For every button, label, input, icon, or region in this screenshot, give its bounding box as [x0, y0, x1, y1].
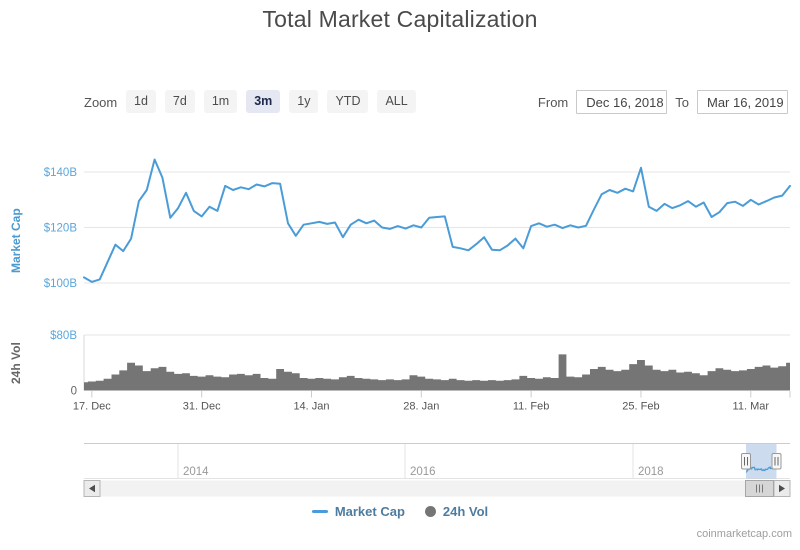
- market-cap-line-marker-icon: [311, 510, 328, 513]
- chart-toolbar: Zoom 1d 7d 1m 3m 1y YTD ALL From To: [0, 90, 800, 116]
- navigator-year-label: 2016: [410, 466, 436, 478]
- x-axis-label: 31. Dec: [183, 401, 221, 413]
- volume-axis-title: 24h Vol: [9, 342, 23, 384]
- from-date-input[interactable]: [576, 90, 668, 114]
- navigator-series-line: [745, 464, 777, 473]
- market-cap-ytick-label: $140B: [44, 167, 78, 179]
- zoom-button-1y[interactable]: 1y: [289, 90, 319, 113]
- x-axis-label: 28. Jan: [403, 401, 439, 413]
- legend-label: 24h Vol: [442, 504, 489, 519]
- navigator-scrollbar: [83, 480, 791, 497]
- date-range-group: From To: [538, 90, 788, 114]
- handle-grip-icon: [771, 453, 782, 470]
- scrollbar-left-arrow-icon: [89, 484, 95, 493]
- volume-chart-pane: 0 $80B 24h Vol: [9, 330, 790, 398]
- market-cap-ytick-label: $100B: [44, 278, 78, 290]
- from-label: From: [537, 94, 569, 110]
- navigator-right-handle[interactable]: [771, 453, 782, 470]
- x-axis-label: 14. Jan: [293, 401, 329, 413]
- chart-legend: Market Cap 24h Vol: [0, 504, 800, 519]
- navigator-selected-range[interactable]: [746, 444, 777, 479]
- scrollbar-right-arrow-icon: [779, 484, 785, 493]
- main-chart-pane: $100B $120B $140B Market Cap: [9, 158, 791, 290]
- navigator: 2014 2016 2018: [84, 443, 790, 479]
- watermark: coinmarketcap.com: [696, 528, 792, 540]
- x-axis-label: 11. Feb: [513, 401, 550, 413]
- market-cap-ytick-label: $120B: [44, 223, 78, 235]
- zoom-button-1d[interactable]: 1d: [126, 90, 156, 113]
- zoom-button-3m[interactable]: 3m: [246, 90, 281, 113]
- legend-item-24h-vol[interactable]: 24h Vol: [424, 504, 489, 519]
- x-axis-label: 17. Dec: [73, 401, 111, 413]
- legend-label: Market Cap: [334, 504, 405, 519]
- legend-item-market-cap[interactable]: Market Cap: [311, 504, 405, 519]
- scrollbar-thumb[interactable]: [745, 480, 774, 497]
- x-axis-label: 25. Feb: [622, 401, 659, 413]
- volume-circle-marker-icon: [424, 506, 436, 517]
- zoom-button-1m[interactable]: 1m: [203, 90, 238, 113]
- zoom-preset-buttons: 1d 7d 1m 3m 1y YTD ALL: [126, 90, 416, 113]
- zoom-button-all[interactable]: ALL: [377, 90, 416, 113]
- chart-title: Total Market Capitalization: [262, 6, 538, 32]
- handle-grip-icon: [741, 453, 751, 470]
- volume-series-area[interactable]: [84, 354, 790, 391]
- market-cap-series-line[interactable]: [83, 158, 791, 283]
- navigator-year-label: 2014: [183, 466, 209, 478]
- zoom-button-ytd[interactable]: YTD: [327, 90, 369, 113]
- zoom-presets-label: Zoom: [84, 95, 118, 110]
- x-axis: 17. Dec 31. Dec 14. Jan 28. Jan 11. Feb 25. F…: [73, 391, 791, 413]
- navigator-year-label: 2018: [638, 466, 664, 478]
- to-date-input[interactable]: [697, 90, 788, 114]
- navigator-left-handle[interactable]: [741, 453, 751, 470]
- to-label: To: [675, 94, 689, 110]
- x-axis-label: 11. Mar: [733, 401, 770, 413]
- zoom-button-7d[interactable]: 7d: [164, 90, 195, 113]
- volume-ytick-label: 0: [71, 386, 77, 398]
- scrollbar-track[interactable]: [84, 480, 790, 497]
- market-cap-axis-title: Market Cap: [9, 208, 23, 273]
- volume-ytick-label: $80B: [50, 330, 77, 342]
